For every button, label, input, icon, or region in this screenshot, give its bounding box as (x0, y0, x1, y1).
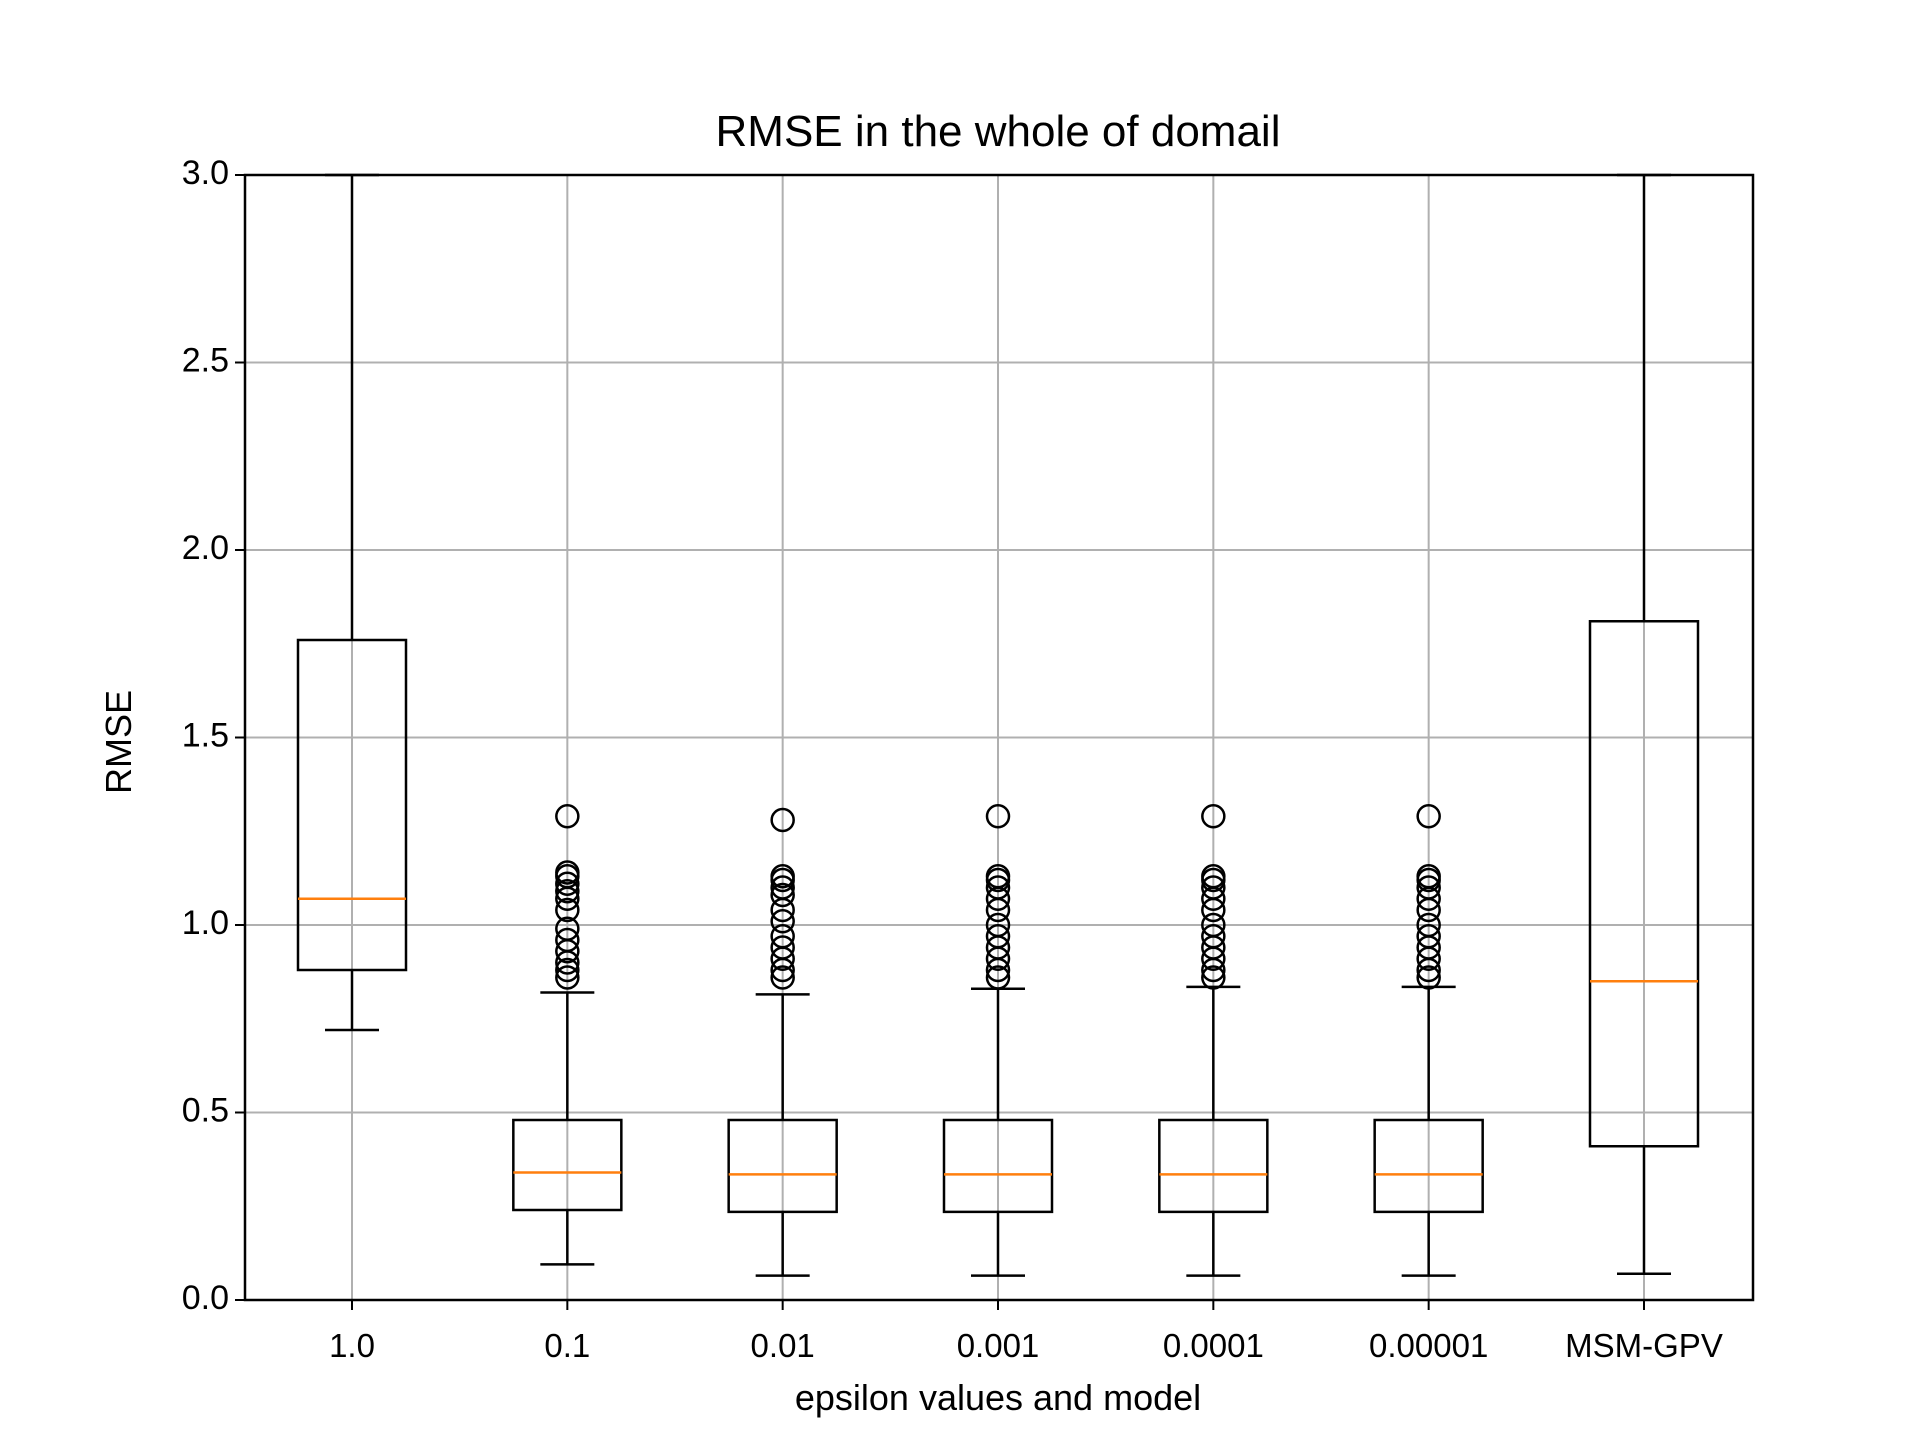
y-axis-label: RMSE (98, 690, 139, 794)
outlier-point (1416, 965, 1441, 990)
outlier-point (555, 965, 580, 990)
outlier-point (770, 882, 795, 908)
outlier-point (770, 875, 795, 900)
outlier-point (555, 897, 580, 923)
x-tick-label: 0.00001 (1369, 1327, 1488, 1364)
iqr-box (727, 1118, 838, 1214)
iqr-box (942, 1118, 1054, 1214)
outlier-point (770, 935, 795, 960)
chart-title: RMSE in the whole of domail (716, 107, 1281, 156)
box-group (727, 807, 838, 1277)
outlier-point (555, 879, 580, 904)
x-tick-label: 0.01 (751, 1327, 815, 1364)
outlier-point (770, 909, 795, 934)
y-tick-label: 1.5 (182, 716, 229, 754)
outlier-point (770, 924, 795, 949)
x-tick-label: 1.0 (329, 1327, 375, 1364)
y-tick-label: 2.0 (182, 529, 229, 567)
outlier-point (985, 864, 1011, 889)
y-tick-label: 0.0 (182, 1279, 229, 1317)
x-axis-label: epsilon values and model (795, 1377, 1201, 1418)
y-tick-label: 2.5 (182, 341, 229, 379)
outlier-point (1201, 875, 1226, 900)
y-tick-label: 0.5 (182, 1091, 229, 1129)
outlier-point (555, 871, 580, 896)
outlier-point (985, 924, 1011, 949)
outlier-point (1416, 924, 1441, 949)
iqr-box (512, 1118, 623, 1212)
outlier-point (1201, 912, 1226, 938)
outlier-point (1201, 804, 1226, 829)
y-tick-label: 1.0 (182, 904, 229, 942)
y-axis-ticks: 0.0 0.5 1.0 1.5 2.0 2.5 3.0 (182, 154, 245, 1317)
outlier-point (985, 965, 1011, 990)
outlier-point (555, 860, 580, 885)
outlier-point (1416, 875, 1441, 900)
outlier-point (1201, 864, 1226, 889)
outlier-point (1416, 864, 1441, 889)
x-tick-label: 0.1 (544, 1327, 590, 1364)
outlier-point (555, 916, 580, 941)
outlier-point (770, 864, 795, 889)
outlier-point (1416, 804, 1441, 829)
box-group (1588, 173, 1700, 1275)
box-group (512, 804, 623, 1266)
x-tick-label: 0.001 (957, 1327, 1040, 1364)
outlier-point (770, 965, 795, 990)
outlier-point (985, 912, 1011, 938)
outlier-point (985, 875, 1011, 900)
outlier-point (770, 807, 795, 833)
iqr-box (1588, 620, 1700, 1148)
box-group (1373, 804, 1484, 1277)
iqr-box (296, 638, 408, 972)
outlier-point (985, 804, 1011, 829)
x-tick-label: 0.0001 (1163, 1327, 1264, 1364)
outlier-point (1416, 912, 1441, 938)
iqr-box (1158, 1118, 1269, 1214)
x-tick-label: MSM-GPV (1565, 1327, 1723, 1364)
outlier-point (555, 927, 580, 953)
box-series (296, 173, 1700, 1277)
outlier-point (1201, 965, 1226, 990)
iqr-box (1373, 1118, 1484, 1214)
outlier-point (555, 804, 580, 829)
outlier-point (555, 957, 580, 983)
x-axis-ticks: 1.0 0.1 0.01 0.001 0.0001 0.00001 MSM-GPV (329, 1300, 1723, 1364)
box-group (1158, 804, 1269, 1277)
box-group (942, 804, 1054, 1277)
y-tick-label: 3.0 (182, 154, 229, 192)
outlier-point (1201, 924, 1226, 949)
